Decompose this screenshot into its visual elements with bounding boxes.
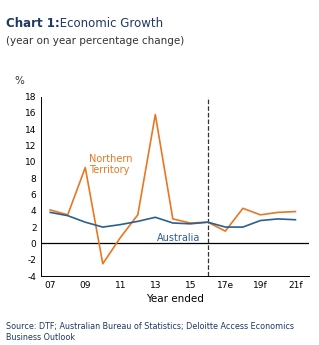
- Text: Australia: Australia: [157, 233, 200, 243]
- Text: Economic Growth: Economic Growth: [56, 17, 163, 30]
- Text: Northern
Territory: Northern Territory: [89, 154, 132, 175]
- X-axis label: Year ended: Year ended: [146, 294, 204, 304]
- Text: %: %: [15, 76, 25, 86]
- Text: Chart 1:: Chart 1:: [6, 17, 60, 30]
- Text: (year on year percentage change): (year on year percentage change): [6, 36, 185, 46]
- Text: Source: DTF; Australian Bureau of Statistics; Deloitte Access Economics
Business: Source: DTF; Australian Bureau of Statis…: [6, 322, 294, 342]
